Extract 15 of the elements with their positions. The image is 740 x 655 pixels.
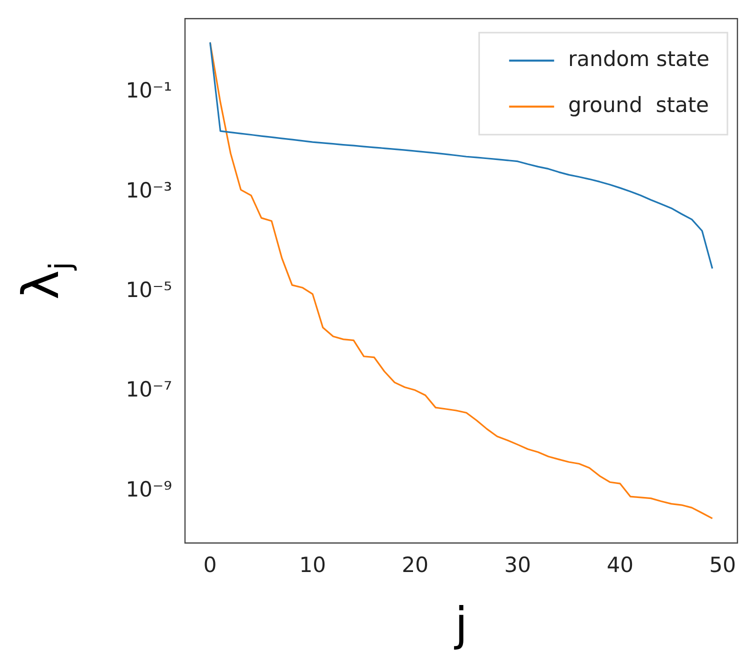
x-axis-title: j	[454, 597, 468, 651]
x-tick-label: 50	[709, 553, 736, 578]
legend-label: random state	[568, 47, 710, 72]
x-tick-label: 40	[606, 553, 634, 578]
y-tick-label: 10⁻⁵	[126, 278, 172, 302]
y-tick-label: 10⁻³	[126, 178, 172, 202]
legend-label: ground state	[568, 93, 709, 118]
y-tick-label: 10⁻⁹	[126, 477, 172, 502]
y-tick-label: 10⁻¹	[126, 78, 172, 103]
x-tick-label: 0	[203, 553, 217, 578]
x-tick-label: 20	[402, 553, 428, 578]
x-tick-label: 30	[504, 553, 531, 578]
y-tick-label: 10⁻⁷	[126, 378, 172, 402]
y-axis-title: λj	[12, 262, 78, 300]
x-tick-label: 10	[299, 553, 326, 578]
